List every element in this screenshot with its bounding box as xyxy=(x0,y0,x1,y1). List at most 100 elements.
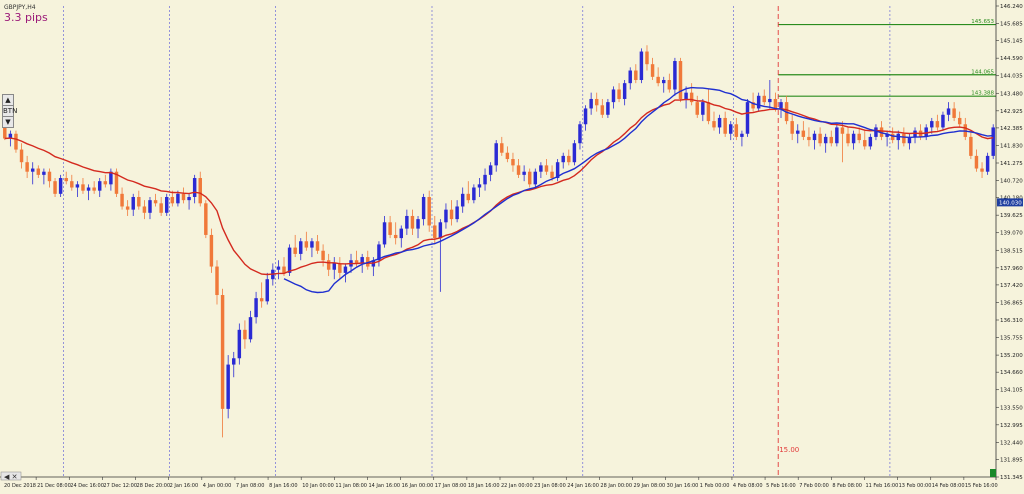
candle-bull xyxy=(494,143,498,166)
candle-bear xyxy=(120,193,124,207)
time-tick-label: 4 Feb 08:00 xyxy=(733,483,763,489)
price-tick-label: 140.720 xyxy=(1000,179,1023,185)
candle-bear xyxy=(142,206,147,213)
candle-bear xyxy=(153,200,158,204)
candle-bull xyxy=(874,127,878,137)
candle-bull xyxy=(472,187,476,201)
candle-bear xyxy=(829,136,833,144)
candle-bear xyxy=(567,155,571,163)
candle-bear xyxy=(751,102,755,109)
time-tick-label: 27 Dec 12:00 xyxy=(103,483,137,489)
candle-bull xyxy=(639,51,644,80)
candle-bear xyxy=(957,117,962,125)
time-tick-label: 2 Jan 16:00 xyxy=(170,483,198,489)
time-tick-label: 17 Jan 08:00 xyxy=(435,483,467,489)
price-tick-label: 135.755 xyxy=(1000,336,1023,342)
candle-bull xyxy=(578,124,582,144)
candle-bear xyxy=(974,155,979,169)
candle-bear xyxy=(81,184,85,191)
price-tick-label: 143.480 xyxy=(1000,91,1023,97)
candle-bull xyxy=(287,247,292,273)
candle-bull xyxy=(924,127,928,137)
price-tick-label: 144.590 xyxy=(1000,56,1023,62)
chart-nav-arrows: ◀ ✕ xyxy=(4,473,17,481)
time-tick-label: 15 Feb 16:00 xyxy=(965,483,998,489)
candle-bull xyxy=(30,168,35,172)
candle-bear xyxy=(902,133,906,144)
candle-bull xyxy=(745,102,750,134)
chart-mode-button[interactable]: BTN xyxy=(2,105,18,117)
candle-bear xyxy=(695,102,699,115)
candle-bear xyxy=(137,196,141,207)
candle-bear xyxy=(388,222,392,235)
price-tick-label: 144.035 xyxy=(1000,74,1023,80)
price-tick-label: 142.925 xyxy=(1000,109,1023,115)
candle-bear xyxy=(315,241,320,251)
time-marker-label: 15.00 xyxy=(779,446,799,454)
time-tick-label: 24 Jan 16:00 xyxy=(567,483,599,489)
price-tick-label: 132.440 xyxy=(1000,440,1023,446)
time-tick-label: 1 Feb 00:00 xyxy=(700,483,730,489)
candle-bear xyxy=(326,260,331,270)
candle-bull xyxy=(572,143,577,163)
candle-bull xyxy=(823,136,828,144)
time-tick-label: 13 Feb 00:00 xyxy=(899,483,932,489)
candle-bear xyxy=(114,171,119,194)
chart-shift-marker xyxy=(990,469,996,477)
spread-label: 3.3 pips xyxy=(4,11,48,24)
candle-bull xyxy=(265,279,269,302)
candle-bear xyxy=(321,250,325,261)
candle-bull xyxy=(583,108,588,125)
price-level-label: 144.065 xyxy=(971,69,994,75)
time-tick-label: 21 Dec 08:00 xyxy=(37,483,71,489)
candle-bull xyxy=(701,102,705,115)
time-tick-label: 14 Jan 16:00 xyxy=(368,483,400,489)
price-tick-label: 139.625 xyxy=(1000,213,1023,219)
candle-bear xyxy=(427,196,431,226)
candle-bear xyxy=(511,159,515,166)
scroll-down-button[interactable]: ▼ xyxy=(2,116,14,128)
candle-bull xyxy=(756,95,761,109)
candle-bear xyxy=(594,98,599,106)
candle-bull xyxy=(779,102,783,109)
price-tick-label: 137.420 xyxy=(1000,283,1023,289)
candle-bull xyxy=(985,155,990,172)
candle-bull xyxy=(662,79,666,84)
price-tick-label: 134.105 xyxy=(1000,388,1023,394)
candle-bull xyxy=(276,266,281,270)
candle-bear xyxy=(712,121,716,128)
candle-bear xyxy=(338,263,342,273)
price-tick-label: 146.240 xyxy=(1000,4,1023,10)
candle-bull xyxy=(717,117,722,128)
price-tick-label: 138.515 xyxy=(1000,248,1023,254)
candle-bull xyxy=(176,193,180,204)
time-tick-label: 28 Dec 20:00 xyxy=(137,483,171,489)
candle-bear xyxy=(762,95,766,103)
candle-bull xyxy=(907,136,912,144)
candle-bear xyxy=(170,196,175,204)
time-tick-label: 14 Feb 08:00 xyxy=(932,483,965,489)
price-tick-label: 134.660 xyxy=(1000,370,1023,376)
candle-bear xyxy=(70,181,74,188)
candle-bull xyxy=(561,155,565,163)
price-tick-label: 131.345 xyxy=(1000,475,1023,481)
chart-nav-button[interactable] xyxy=(0,471,22,481)
time-tick-label: 20 Dec 2018 xyxy=(4,483,36,489)
candle-bear xyxy=(36,168,41,175)
candle-bear xyxy=(209,234,214,267)
candle-bear xyxy=(393,234,398,239)
candle-bear xyxy=(500,143,504,153)
candle-bear xyxy=(366,257,370,267)
candle-bear xyxy=(706,102,711,122)
candle-bull xyxy=(539,165,543,172)
candle-bull xyxy=(405,215,409,229)
candle-bull xyxy=(310,241,314,248)
candle-bull xyxy=(226,364,230,409)
candle-bull xyxy=(622,83,627,99)
candle-bear xyxy=(935,121,940,128)
candle-bear xyxy=(53,181,57,194)
candle-bull xyxy=(382,222,387,245)
candle-bear xyxy=(645,51,649,65)
candle-bear xyxy=(293,247,297,254)
